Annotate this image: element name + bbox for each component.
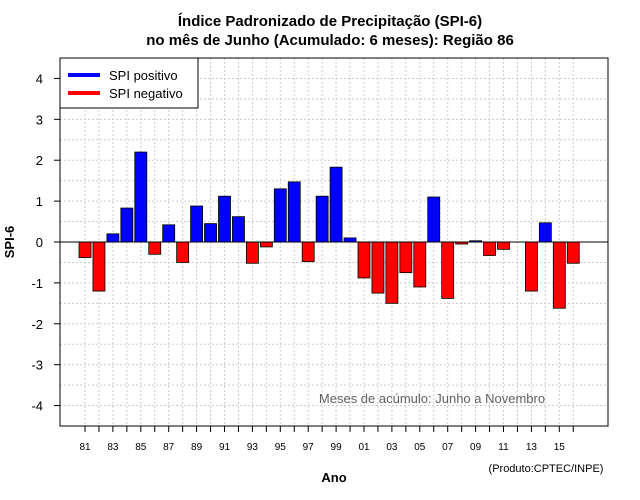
y-tick-label: -1 bbox=[31, 276, 43, 291]
bar-2000 bbox=[343, 237, 357, 243]
bar-2016 bbox=[566, 241, 580, 264]
x-tick-label: 03 bbox=[386, 442, 398, 453]
y-axis: -4 -3 -2 -1 0 1 2 3 4 bbox=[31, 71, 60, 414]
x-tick-label: 89 bbox=[191, 442, 203, 453]
x-tick-label: 13 bbox=[526, 442, 538, 453]
bar-1989 bbox=[190, 205, 204, 243]
y-tick-label: 4 bbox=[36, 71, 43, 86]
legend-box bbox=[59, 57, 199, 109]
bar-1996 bbox=[287, 181, 301, 243]
bar-1985 bbox=[134, 151, 148, 243]
bar-1986 bbox=[148, 241, 162, 255]
x-tick-label: 97 bbox=[303, 442, 315, 453]
bar-2010 bbox=[483, 241, 496, 256]
x-tick-label: 87 bbox=[163, 442, 175, 453]
x-tick-label: 09 bbox=[470, 442, 482, 453]
x-tick-label: 93 bbox=[247, 442, 259, 453]
bars bbox=[78, 151, 580, 309]
bar-2014 bbox=[538, 222, 552, 243]
bar-2015 bbox=[552, 241, 566, 309]
bar-1992 bbox=[232, 216, 245, 243]
x-tick-label: 11 bbox=[498, 442, 509, 453]
bar-2005 bbox=[413, 241, 427, 288]
y-tick-label: 1 bbox=[36, 194, 43, 209]
bar-2007 bbox=[441, 241, 455, 299]
x-tick-label: 91 bbox=[219, 442, 231, 453]
bar-2011 bbox=[497, 241, 510, 250]
x-tick-label: 15 bbox=[554, 442, 566, 453]
y-tick-label: 0 bbox=[36, 235, 43, 250]
y-tick-label: 3 bbox=[36, 112, 43, 127]
chart-title-line1: Índice Padronizado de Precipitação (SPI-… bbox=[178, 13, 482, 30]
x-tick-label: 81 bbox=[79, 442, 91, 453]
bar-2004 bbox=[399, 241, 413, 274]
x-tick-label: 01 bbox=[358, 442, 370, 453]
bar-1982 bbox=[92, 241, 106, 292]
chart-title-line2: no mês de Junho (Acumulado: 6 meses): Re… bbox=[146, 32, 514, 49]
y-tick-label: 2 bbox=[36, 153, 43, 168]
bar-2013 bbox=[525, 241, 538, 292]
annotation-text: Meses de acúmulo: Junho a Novembro bbox=[319, 391, 545, 406]
x-tick-label: 05 bbox=[414, 442, 426, 453]
bar-1988 bbox=[176, 241, 190, 263]
x-tick-label: 99 bbox=[331, 442, 343, 453]
bar-2006 bbox=[427, 196, 441, 243]
bar-1997 bbox=[301, 241, 315, 263]
x-axis: 81 83 85 87 89 91 93 95 97 99 01 03 05 07 09 11 13 15 bbox=[79, 426, 574, 453]
x-axis-label: Ano bbox=[321, 470, 346, 485]
bar-1987 bbox=[162, 224, 176, 243]
bar-1999 bbox=[329, 166, 343, 243]
bar-1995 bbox=[273, 188, 287, 243]
y-axis-label: SPI-6 bbox=[2, 226, 17, 259]
bar-1994 bbox=[259, 241, 273, 248]
bar-1983 bbox=[106, 233, 120, 243]
x-tick-label: 85 bbox=[135, 442, 147, 453]
x-tick-label: 07 bbox=[442, 442, 454, 453]
y-tick-label: -3 bbox=[31, 358, 43, 373]
bar-2002 bbox=[371, 241, 385, 294]
legend: SPI positivo SPI negativo bbox=[59, 57, 199, 109]
bar-2003 bbox=[385, 241, 399, 304]
bar-1990 bbox=[204, 223, 217, 243]
bar-1993 bbox=[245, 241, 259, 264]
credit-text: (Produto:CPTEC/INPE) bbox=[489, 463, 604, 475]
bar-1998 bbox=[315, 195, 329, 243]
bar-1991 bbox=[218, 195, 231, 243]
x-tick-label: 83 bbox=[107, 442, 119, 453]
bar-2001 bbox=[357, 241, 371, 279]
legend-label-positive: SPI positivo bbox=[109, 68, 178, 83]
x-tick-label: 95 bbox=[275, 442, 287, 453]
y-tick-label: -2 bbox=[31, 317, 43, 332]
bar-1984 bbox=[120, 207, 134, 243]
legend-label-negative: SPI negativo bbox=[109, 86, 183, 101]
y-tick-label: -4 bbox=[31, 399, 43, 414]
bar-1981 bbox=[78, 241, 92, 258]
